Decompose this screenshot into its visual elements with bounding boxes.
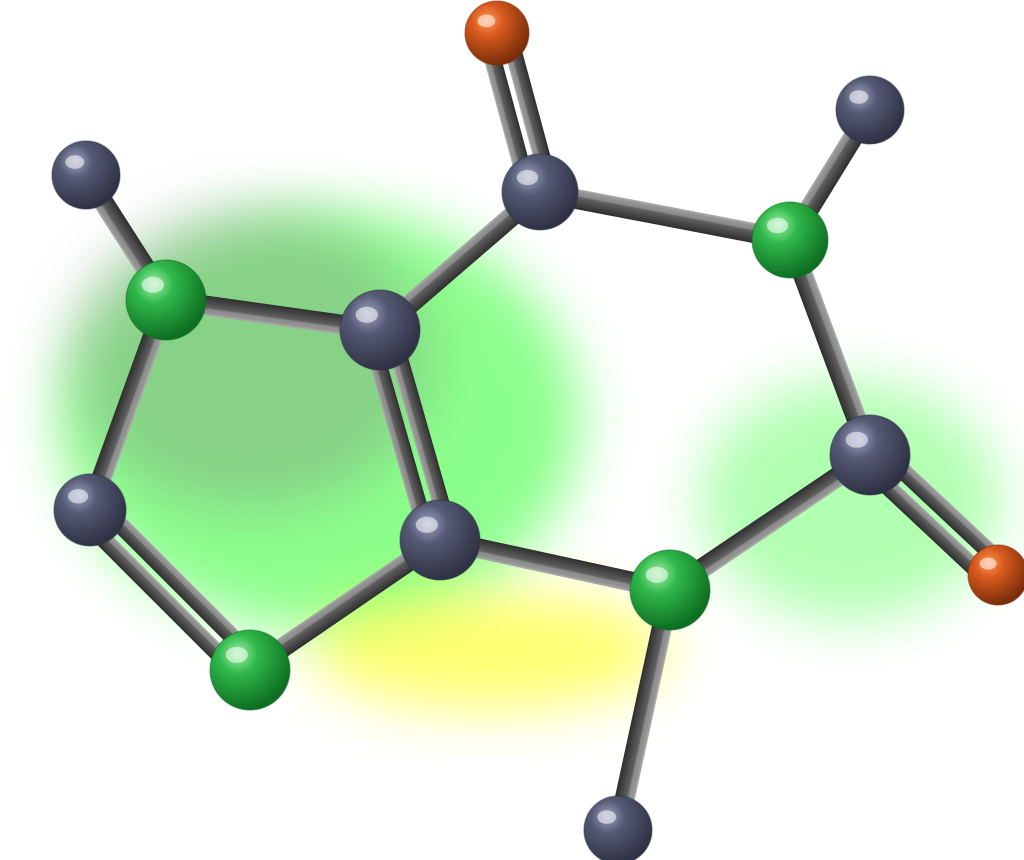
molecule-diagram [0, 0, 1024, 860]
glow-blob [310, 590, 670, 710]
